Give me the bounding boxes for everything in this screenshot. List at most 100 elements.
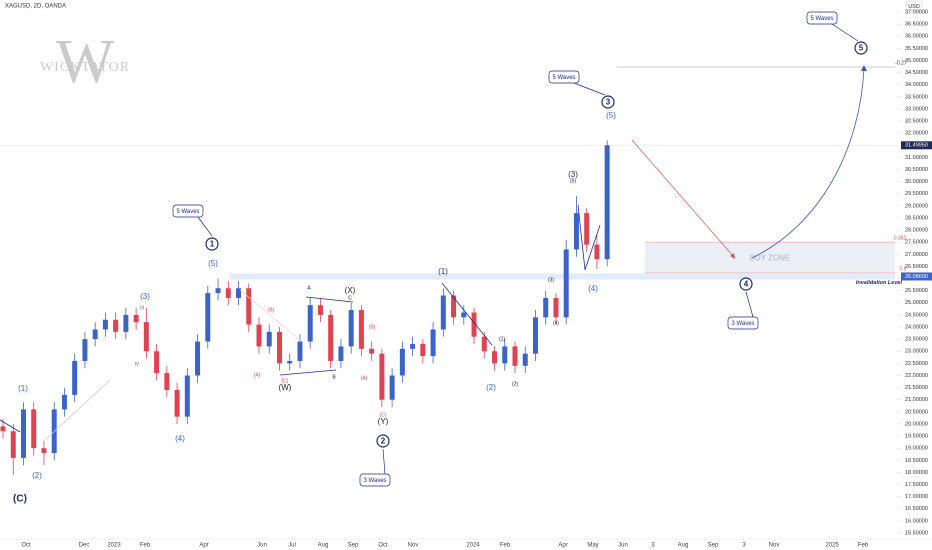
invalidation-price: 26.08600 <box>905 274 928 280</box>
wave-label: (1) <box>18 384 28 393</box>
wave-line <box>0 419 21 433</box>
candle-body <box>348 310 354 347</box>
candle-body <box>10 431 16 458</box>
y-tick-label: 19.00000 <box>905 446 928 452</box>
wave-number: 5 <box>859 44 864 53</box>
fib-label: -0.27 <box>895 60 907 66</box>
y-tick-label: 16.00000 <box>905 518 928 524</box>
x-tick-label: Sep <box>708 543 719 549</box>
x-tick-label: Oct <box>21 543 31 549</box>
y-tick-label: 35.50000 <box>905 46 928 52</box>
y-tick-label: 24.50000 <box>905 312 928 318</box>
y-tick-label: 22.50000 <box>905 361 928 367</box>
wave-label: (B) <box>268 307 275 313</box>
candle-body <box>102 319 108 330</box>
candle-body <box>430 329 436 357</box>
wave-line <box>44 379 111 441</box>
y-tick-label: 20.00000 <box>905 421 928 427</box>
wave-line <box>279 369 337 376</box>
wave-circle <box>205 237 219 251</box>
buy-zone-label: BUY ZONE <box>750 254 791 263</box>
x-tick-label: 2024 <box>466 543 480 549</box>
y-tick-label: 32.00000 <box>905 131 928 137</box>
wave-label: (5) <box>208 259 218 268</box>
y-tick-label: 34.50000 <box>905 70 928 76</box>
y-tick-label: 28.00000 <box>905 228 928 234</box>
candle-body <box>113 319 119 332</box>
x-tick-label: 2025 <box>825 543 839 549</box>
x-tick-label: Apr <box>199 543 208 549</box>
candle-body <box>317 305 323 315</box>
y-tick-label: 37.00000 <box>905 9 928 15</box>
y-tick-label: 26.50000 <box>905 264 928 270</box>
arrow-head <box>730 253 735 259</box>
y-tick-label: 25.50000 <box>905 288 928 294</box>
candle-body <box>492 351 498 364</box>
x-tick-label: Jul <box>288 543 296 549</box>
callout-pointer <box>573 82 606 96</box>
y-tick-label: 33.50000 <box>905 94 928 100</box>
x-tick-label: Apr <box>558 543 567 549</box>
candle-body <box>297 341 303 361</box>
currency-box <box>905 0 923 12</box>
callout-box <box>806 11 838 25</box>
candle-body <box>41 448 47 454</box>
y-tick-label: 17.50000 <box>905 482 928 488</box>
wave-label: (1) <box>499 336 505 342</box>
fib-label: 0.5 <box>900 266 907 272</box>
candle-body <box>584 213 590 245</box>
y-tick-label: 21.00000 <box>905 397 928 403</box>
invalidation-text: Invalidation Level <box>856 280 903 286</box>
wave-label: (Y) <box>378 417 389 426</box>
candle-body <box>195 341 201 376</box>
x-tick-label: May <box>587 543 598 549</box>
callout-text: 3 Waves <box>363 478 386 484</box>
wave-label: (3) <box>548 277 554 283</box>
callout-text: 5 Waves <box>552 75 575 81</box>
y-tick-label: 18.00000 <box>905 470 928 476</box>
y-tick-label: 17.00000 <box>905 494 928 500</box>
candle-body <box>61 394 67 410</box>
callout-text: 3 Waves <box>731 321 754 327</box>
candle-body <box>154 351 160 374</box>
y-tick-label: 15.50000 <box>905 530 928 536</box>
candle-body <box>307 305 313 342</box>
wave-circle <box>854 41 868 55</box>
candle-body <box>512 346 518 366</box>
candle-body <box>31 409 37 449</box>
candle-body <box>522 353 528 366</box>
wave-label: (5) <box>570 178 576 184</box>
y-tick-label: 22.00000 <box>905 373 928 379</box>
invalidation-tag <box>901 272 932 281</box>
wave-circle <box>601 95 615 109</box>
candle-body <box>246 288 252 325</box>
x-tick-label: Nov <box>408 543 419 549</box>
wave-number: 1 <box>210 240 215 249</box>
wave-number: 2 <box>381 437 386 446</box>
candle-body <box>563 249 569 318</box>
candle-body <box>553 297 559 318</box>
wave-label: (B) <box>369 324 376 330</box>
y-tick-label: 24.00000 <box>905 324 928 330</box>
candle-body <box>20 409 26 458</box>
y-tick-label: 18.50000 <box>905 458 928 464</box>
x-tick-label: Dec <box>79 543 90 549</box>
wave-label: (W) <box>279 383 292 392</box>
wave-number: 3 <box>606 98 611 107</box>
candle-body <box>379 353 385 400</box>
y-tick-label: 36.00000 <box>905 34 928 40</box>
candle-body <box>72 360 78 395</box>
candle-body <box>225 288 231 298</box>
y-tick-label: 32.50000 <box>905 118 928 124</box>
candle-body <box>451 295 457 318</box>
arrow-head <box>861 65 867 71</box>
wave-label: (A) <box>361 375 368 381</box>
wave-number: 4 <box>744 280 749 289</box>
x-tick-label: Oct <box>378 543 388 549</box>
x-tick-label: 2023 <box>107 543 121 549</box>
x-tick-label: Sep <box>348 543 359 549</box>
candle-body <box>543 297 549 318</box>
candle-body <box>461 312 467 318</box>
y-tick-label: 21.50000 <box>905 385 928 391</box>
